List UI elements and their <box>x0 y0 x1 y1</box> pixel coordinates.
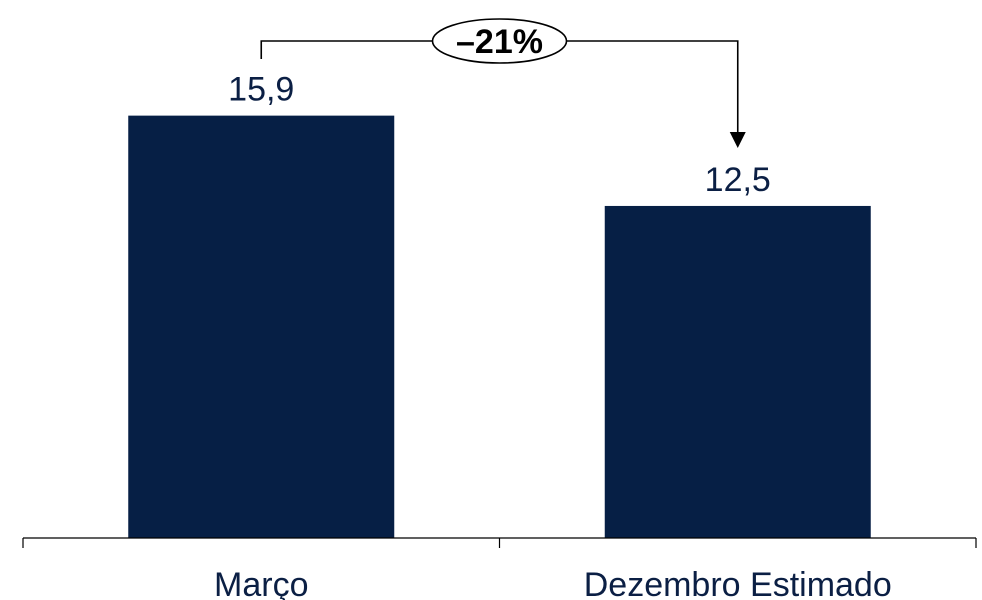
category-label-1: Dezembro Estimado <box>584 566 892 600</box>
category-label-0: Março <box>214 566 308 600</box>
value-labels-group: 15,9 12,5 <box>228 71 771 199</box>
bars-group <box>128 115 871 538</box>
value-label-0: 15,9 <box>228 71 294 109</box>
bar-0 <box>128 115 395 538</box>
change-arrow-head <box>729 131 746 148</box>
category-labels-group: Março Dezembro Estimado <box>214 566 892 600</box>
change-percentage: –21% <box>456 23 543 61</box>
x-axis <box>22 537 977 548</box>
bar-1 <box>604 205 871 538</box>
change-annotation: –21% <box>260 18 746 148</box>
value-label-1: 12,5 <box>705 161 771 199</box>
change-badge <box>431 18 568 64</box>
